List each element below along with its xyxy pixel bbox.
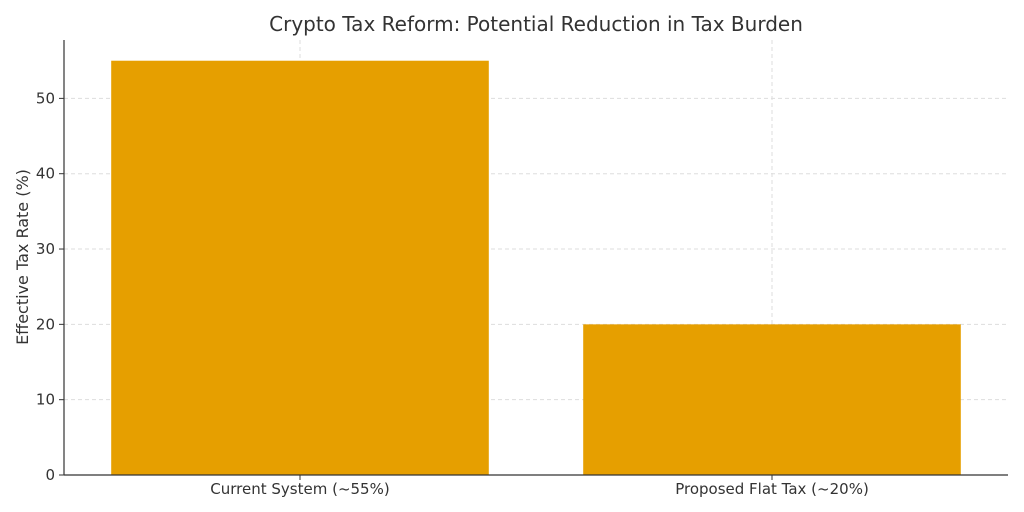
chart-title: Crypto Tax Reform: Potential Reduction i… bbox=[269, 12, 803, 36]
axes bbox=[63, 40, 1008, 476]
x-ticks: Current System (~55%) Proposed Flat Tax (… bbox=[210, 475, 869, 498]
y-tick-label: 40 bbox=[36, 165, 55, 183]
bar bbox=[111, 60, 489, 475]
y-tick-label: 30 bbox=[36, 240, 55, 258]
x-tick-label: Current System (~55%) bbox=[210, 480, 389, 498]
bars bbox=[111, 60, 961, 475]
y-tick-label: 50 bbox=[36, 89, 55, 107]
x-tick-label: Proposed Flat Tax (~20%) bbox=[675, 480, 869, 498]
y-ticks: 0 10 20 30 40 50 bbox=[36, 89, 64, 484]
bar bbox=[583, 324, 961, 475]
y-tick-label: 20 bbox=[36, 315, 55, 333]
y-tick-label: 10 bbox=[36, 391, 55, 409]
y-axis-label: Effective Tax Rate (%) bbox=[13, 169, 32, 345]
y-tick-label: 0 bbox=[45, 466, 55, 484]
